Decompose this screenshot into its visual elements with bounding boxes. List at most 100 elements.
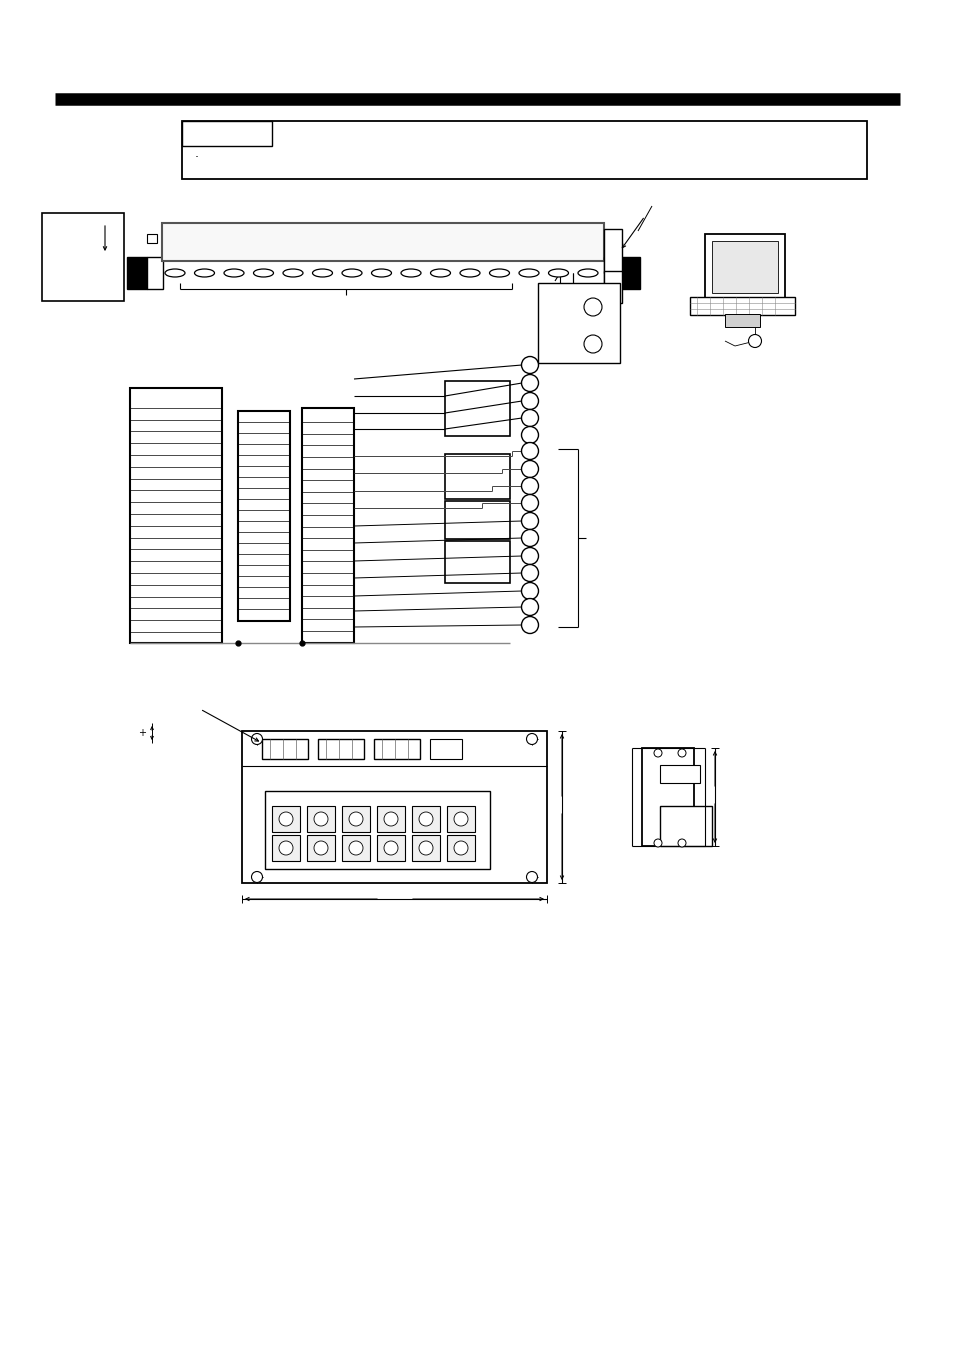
Circle shape <box>384 842 397 855</box>
Bar <box>376 807 405 832</box>
Bar <box>317 739 364 759</box>
Circle shape <box>521 477 537 494</box>
Circle shape <box>349 812 363 825</box>
Ellipse shape <box>489 269 509 277</box>
Circle shape <box>678 748 685 757</box>
Circle shape <box>678 839 685 847</box>
Bar <box>130 388 222 643</box>
Text: ·: · <box>194 151 199 165</box>
Circle shape <box>521 565 537 581</box>
Bar <box>704 234 784 299</box>
Circle shape <box>521 357 537 373</box>
Circle shape <box>526 734 537 744</box>
Bar <box>444 540 510 584</box>
Circle shape <box>521 494 537 512</box>
Ellipse shape <box>165 269 185 277</box>
Circle shape <box>252 734 262 744</box>
Bar <box>147 257 163 289</box>
Circle shape <box>454 812 468 825</box>
Bar <box>444 454 510 499</box>
Bar <box>659 765 700 784</box>
Circle shape <box>521 598 537 616</box>
Circle shape <box>521 582 537 600</box>
Ellipse shape <box>224 269 244 277</box>
Circle shape <box>252 871 262 882</box>
Bar <box>412 835 439 861</box>
Bar <box>447 807 475 832</box>
Bar <box>412 807 439 832</box>
Circle shape <box>418 842 433 855</box>
Circle shape <box>418 812 433 825</box>
Bar <box>302 408 354 643</box>
Bar <box>182 122 866 178</box>
Ellipse shape <box>283 269 303 277</box>
Bar <box>272 835 299 861</box>
Bar <box>265 790 490 869</box>
Bar <box>541 293 606 322</box>
Ellipse shape <box>341 269 361 277</box>
Bar <box>307 807 335 832</box>
Bar <box>724 313 760 327</box>
Circle shape <box>526 871 537 882</box>
Bar <box>619 257 639 289</box>
Bar <box>689 297 794 315</box>
Circle shape <box>454 842 468 855</box>
Circle shape <box>521 530 537 547</box>
Bar <box>444 501 510 539</box>
Bar <box>603 257 619 289</box>
Ellipse shape <box>253 269 274 277</box>
Circle shape <box>583 335 601 353</box>
Bar <box>272 807 299 832</box>
Text: +: + <box>138 728 146 738</box>
Ellipse shape <box>518 269 538 277</box>
Circle shape <box>521 547 537 565</box>
Ellipse shape <box>578 269 598 277</box>
Bar <box>376 835 405 861</box>
Circle shape <box>583 299 601 316</box>
Bar <box>430 739 461 759</box>
Bar <box>341 807 370 832</box>
Bar <box>127 257 147 289</box>
Circle shape <box>521 461 537 477</box>
Bar <box>444 381 510 436</box>
Ellipse shape <box>430 269 450 277</box>
Circle shape <box>521 393 537 409</box>
Circle shape <box>384 812 397 825</box>
Circle shape <box>748 335 760 347</box>
Ellipse shape <box>313 269 333 277</box>
Circle shape <box>521 512 537 530</box>
Bar <box>182 122 272 146</box>
Bar <box>711 240 778 293</box>
Ellipse shape <box>371 269 391 277</box>
Bar <box>541 330 606 358</box>
Bar <box>641 748 693 846</box>
Bar <box>659 807 711 846</box>
Ellipse shape <box>548 269 568 277</box>
Circle shape <box>521 374 537 392</box>
Bar <box>262 739 308 759</box>
Bar <box>603 230 621 273</box>
Ellipse shape <box>459 269 479 277</box>
Bar <box>42 213 124 301</box>
Ellipse shape <box>400 269 420 277</box>
Circle shape <box>521 443 537 459</box>
Bar <box>341 835 370 861</box>
Circle shape <box>314 812 328 825</box>
Bar <box>237 411 290 621</box>
Bar <box>242 731 546 884</box>
Bar <box>603 272 621 303</box>
Circle shape <box>521 427 537 443</box>
Bar <box>447 835 475 861</box>
Circle shape <box>654 748 661 757</box>
Circle shape <box>654 839 661 847</box>
Bar <box>307 835 335 861</box>
Circle shape <box>278 842 293 855</box>
Circle shape <box>521 616 537 634</box>
Bar <box>147 234 157 243</box>
Circle shape <box>521 409 537 427</box>
Circle shape <box>314 842 328 855</box>
Ellipse shape <box>194 269 214 277</box>
Bar <box>374 739 419 759</box>
Bar <box>162 223 603 261</box>
Circle shape <box>349 842 363 855</box>
